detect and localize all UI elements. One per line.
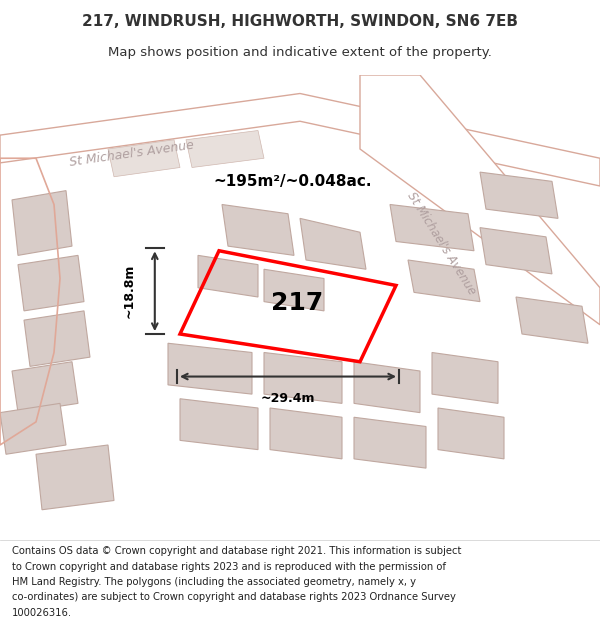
Text: 217, WINDRUSH, HIGHWORTH, SWINDON, SN6 7EB: 217, WINDRUSH, HIGHWORTH, SWINDON, SN6 7… [82,14,518,29]
Polygon shape [108,140,180,177]
Polygon shape [18,256,84,311]
Polygon shape [480,172,558,218]
Polygon shape [270,408,342,459]
Text: Map shows position and indicative extent of the property.: Map shows position and indicative extent… [108,46,492,59]
Polygon shape [0,94,600,186]
Polygon shape [480,228,552,274]
Text: Contains OS data © Crown copyright and database right 2021. This information is : Contains OS data © Crown copyright and d… [12,546,461,556]
Text: HM Land Registry. The polygons (including the associated geometry, namely x, y: HM Land Registry. The polygons (includin… [12,577,416,587]
Polygon shape [222,204,294,256]
Polygon shape [354,418,426,468]
Polygon shape [198,256,258,297]
Polygon shape [408,260,480,302]
Text: 217: 217 [271,291,323,314]
Polygon shape [438,408,504,459]
Text: co-ordinates) are subject to Crown copyright and database rights 2023 Ordnance S: co-ordinates) are subject to Crown copyr… [12,592,456,602]
Polygon shape [432,352,498,403]
Text: to Crown copyright and database rights 2023 and is reproduced with the permissio: to Crown copyright and database rights 2… [12,561,446,571]
Text: ~18.8m: ~18.8m [123,264,136,318]
Polygon shape [300,218,366,269]
Polygon shape [516,297,588,343]
Text: ~195m²/~0.048ac.: ~195m²/~0.048ac. [213,174,371,189]
Polygon shape [36,445,114,510]
Polygon shape [354,362,420,413]
Text: St Michael's Avenue: St Michael's Avenue [404,190,478,298]
Polygon shape [24,311,90,366]
Polygon shape [264,352,342,403]
Polygon shape [168,343,252,394]
Polygon shape [186,131,264,168]
Text: St Michael's Avenue: St Michael's Avenue [69,139,195,169]
Text: 100026316.: 100026316. [12,608,72,618]
Polygon shape [264,269,324,311]
Polygon shape [12,191,72,256]
Polygon shape [360,75,600,325]
Polygon shape [390,204,474,251]
Polygon shape [180,399,258,449]
Polygon shape [12,362,78,413]
Text: ~29.4m: ~29.4m [261,392,315,405]
Polygon shape [0,403,66,454]
